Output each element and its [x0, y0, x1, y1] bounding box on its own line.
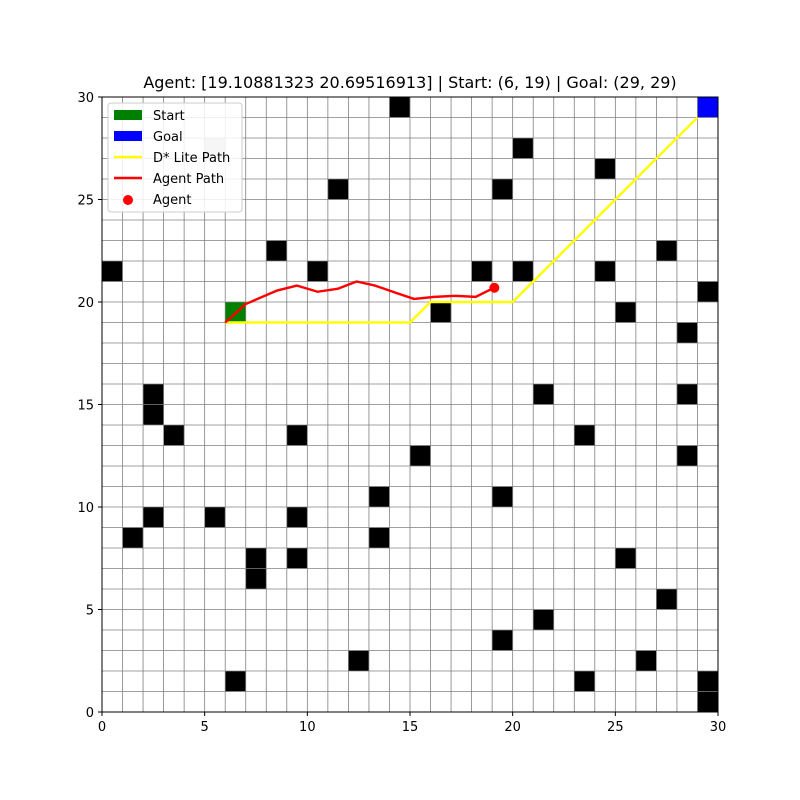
- obstacle-cell: [410, 445, 431, 466]
- y-tick-label: 15: [77, 399, 94, 414]
- x-tick-label: 15: [402, 720, 419, 735]
- x-tick-label: 0: [98, 720, 106, 735]
- x-tick-label: 5: [201, 720, 209, 735]
- y-tick-label: 0: [86, 706, 94, 721]
- obstacle-cell: [656, 589, 677, 610]
- obstacle-cell: [533, 384, 554, 405]
- obstacle-cell: [245, 548, 267, 569]
- dstar-lite-path-line: [225, 116, 699, 324]
- legend-label-start: Start: [153, 109, 185, 124]
- obstacle-cell: [266, 240, 287, 261]
- legend-label-d-lite-path: D* Lite Path: [153, 151, 230, 166]
- obstacle-cell: [143, 404, 164, 425]
- obstacle-cell: [492, 486, 513, 507]
- obstacle-cell: [307, 261, 328, 282]
- obstacle-cell: [533, 609, 554, 630]
- obstacle-cell: [635, 650, 657, 671]
- chart-title: Agent: [19.10881323 20.69516913] | Start…: [143, 73, 676, 92]
- obstacle-cell: [348, 650, 369, 671]
- x-tick-label: 10: [299, 720, 316, 735]
- y-tick-label: 30: [77, 91, 94, 106]
- legend-label-agent: Agent: [153, 193, 191, 208]
- obstacle-cell: [697, 671, 718, 692]
- obstacle-cell: [143, 384, 164, 405]
- obstacle-cell: [615, 302, 636, 323]
- obstacle-cell: [245, 568, 267, 589]
- obstacle-cell: [656, 240, 677, 261]
- obstacle-cell: [430, 302, 452, 323]
- legend-swatch-agent: [123, 195, 133, 205]
- obstacle-cell: [389, 97, 410, 118]
- legend-label-agent-path: Agent Path: [153, 172, 224, 187]
- legend-box: [107, 102, 243, 213]
- obstacle-cell: [143, 507, 164, 528]
- paths-layer: [224, 116, 699, 324]
- obstacle-cell: [122, 527, 144, 548]
- obstacle-cell: [204, 507, 226, 528]
- obstacle-cell: [492, 179, 513, 200]
- obstacle-cell: [163, 425, 185, 446]
- obstacle-cell: [512, 138, 534, 159]
- legend-swatch-start: [114, 110, 142, 120]
- obstacle-cell: [102, 261, 123, 282]
- axis-ticks: 0 5 10 15 20 25 30 0 5 10 15 20 25 30: [77, 91, 726, 735]
- obstacle-cell: [594, 261, 616, 282]
- obstacle-cell: [574, 671, 595, 692]
- legend-label-goal: Goal: [153, 130, 183, 145]
- legend-swatch-goal: [114, 131, 142, 141]
- obstacle-cell: [286, 548, 308, 569]
- obstacle-cell: [492, 630, 513, 651]
- legend: Start Goal D* Lite Path Agent Path Agent: [107, 102, 243, 213]
- agent-path-line: [224, 280, 495, 324]
- agent-marker: [489, 282, 500, 293]
- obstacle-cell: [615, 548, 636, 569]
- obstacle-cell: [225, 671, 246, 692]
- obstacle-cell: [594, 158, 616, 179]
- obstacle-cell: [327, 179, 349, 200]
- obstacle-cell: [697, 281, 718, 302]
- obstacle-cell: [512, 261, 534, 282]
- goal-cell: [697, 97, 718, 118]
- obstacle-cell: [676, 322, 698, 343]
- x-tick-label: 25: [607, 720, 624, 735]
- x-tick-label: 30: [710, 720, 727, 735]
- obstacle-cell: [471, 261, 493, 282]
- obstacle-cell: [368, 486, 390, 507]
- obstacle-cell: [286, 425, 308, 446]
- obstacle-cell: [676, 445, 698, 466]
- y-tick-label: 5: [86, 604, 94, 619]
- y-tick-label: 25: [77, 194, 94, 209]
- obstacle-cell: [574, 425, 595, 446]
- obstacle-cell: [676, 384, 698, 405]
- obstacle-cell: [368, 527, 390, 548]
- obstacle-cell: [697, 691, 718, 712]
- obstacle-cell: [286, 507, 308, 528]
- grid-cells: [102, 97, 718, 712]
- y-tick-label: 10: [77, 501, 94, 516]
- x-tick-label: 20: [504, 720, 521, 735]
- y-tick-label: 20: [77, 296, 94, 311]
